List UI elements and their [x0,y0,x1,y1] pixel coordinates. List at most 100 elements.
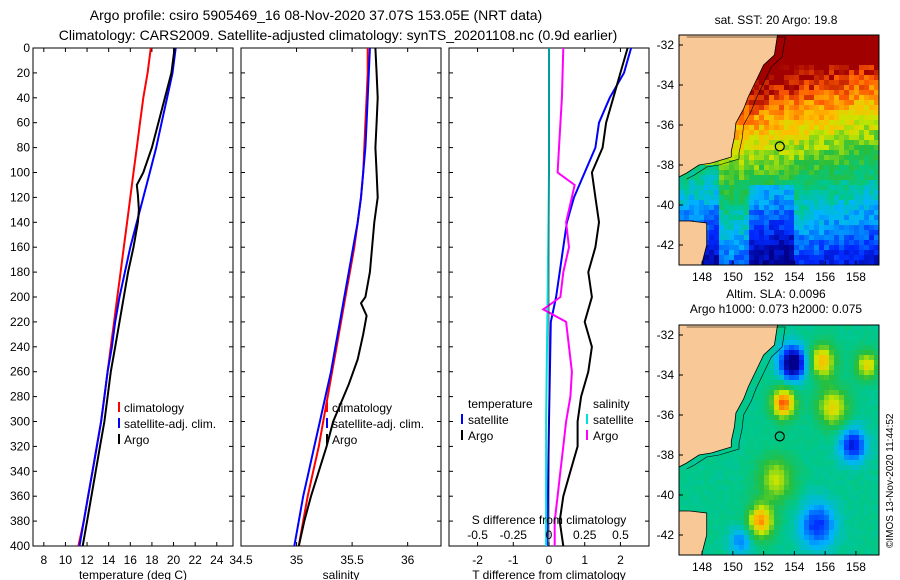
sla-map-cell [829,460,834,465]
sst-map-cell [809,240,814,245]
sla-map-cell [839,455,844,460]
sla-map-cell [779,325,784,330]
sla-map-cell [844,380,849,385]
sst-map-cell [874,95,879,100]
sst-map-cell [849,55,854,60]
sst-map-cell [774,235,779,240]
sla-map-cell [809,440,814,445]
sst-map-cell [799,165,804,170]
sst-map-cell [819,230,824,235]
sst-map-cell [744,225,749,230]
sla-map-cell [849,505,854,510]
sst-map-cell [864,120,869,125]
sla-map-cell [789,550,794,555]
sst-map-cell [794,160,799,165]
sla-map-cell [754,550,759,555]
sla-map-cell [764,460,769,465]
sst-map-cell [839,175,844,180]
sst-map-cell [874,220,879,225]
sst-map-cell [834,40,839,45]
sla-map-cell [854,385,859,390]
sst-map-cell [744,160,749,165]
sst-map-cell [779,105,784,110]
sla-map-cell [814,520,819,525]
sst-map-cell [839,165,844,170]
sla-map-cell [814,345,819,350]
sst-map-cell [854,95,859,100]
sst-map-cell [844,55,849,60]
sst-map-cell [804,45,809,50]
sla-map-cell [864,505,869,510]
sla-map-cell [764,495,769,500]
sla-map-cell [814,400,819,405]
sla-map-cell [854,410,859,415]
sla-map-cell [704,485,709,490]
sla-map-cell [764,415,769,420]
sla-map-cell [789,515,794,520]
sla-map-cell [849,385,854,390]
sla-map-cell [754,405,759,410]
sla-map-cell [774,415,779,420]
sst-map-cell [834,105,839,110]
sst-map-cell [834,185,839,190]
salinity-difference-tick-label: 0.25 [573,528,597,542]
sla-map-cell [844,410,849,415]
sla-map-cell [769,490,774,495]
sla-map-cell [734,465,739,470]
sst-map-cell [874,70,879,75]
sst-map-cell [734,200,739,205]
sla-map-cell [819,430,824,435]
sla-map-cell [799,375,804,380]
sst-map-cell [764,185,769,190]
depth-tick-label: 360 [10,489,30,503]
sst-map-cell [744,150,749,155]
sst-map-cell [734,150,739,155]
sla-map-cell [809,420,814,425]
sla-map-cell [694,490,699,495]
sst-map-cell [869,75,874,80]
sst-map-cell [874,200,879,205]
sla-map-cell [869,385,874,390]
sla-map-cell [804,430,809,435]
sla-map-cell [764,490,769,495]
sst-map-cell [774,215,779,220]
sla-map-cell [859,415,864,420]
sla-map-cell [784,405,789,410]
sst-map-cell [719,240,724,245]
sla-map-cell [804,495,809,500]
sla-map-cell [754,410,759,415]
sla-map-cell [774,470,779,475]
sla-map-cell [794,355,799,360]
sst-map-cell [824,245,829,250]
sst-map-cell [849,250,854,255]
difference-temperature-legend-swatch [461,414,463,424]
sla-map-cell [864,390,869,395]
sla-map-cell [849,450,854,455]
sla-map-cell [799,550,804,555]
sst-map-cell [714,220,719,225]
sla-map-cell [709,455,714,460]
sst-map-cell [864,85,869,90]
sst-map-cell [804,125,809,130]
sst-map-cell [769,105,774,110]
sla-map-cell [699,495,704,500]
sst-map-cell [739,215,744,220]
sla-map-cell [789,465,794,470]
sst-map-cell [789,195,794,200]
sla-map-cell [814,365,819,370]
sst-map-cell [874,205,879,210]
sla-map-cell [819,435,824,440]
sla-map-cell [814,445,819,450]
sst-map-cell [779,35,784,40]
sst-map-cell [739,155,744,160]
sla-map-cell [794,385,799,390]
sla-map-cell [874,405,879,410]
sst-map-cell [749,170,754,175]
sst-map-cell [814,225,819,230]
sst-map-cell [849,160,854,165]
sst-map-cell [769,205,774,210]
sla-map-cell [784,490,789,495]
sla-map-cell [814,480,819,485]
sla-map-cell [779,470,784,475]
sst-map-cell [834,65,839,70]
